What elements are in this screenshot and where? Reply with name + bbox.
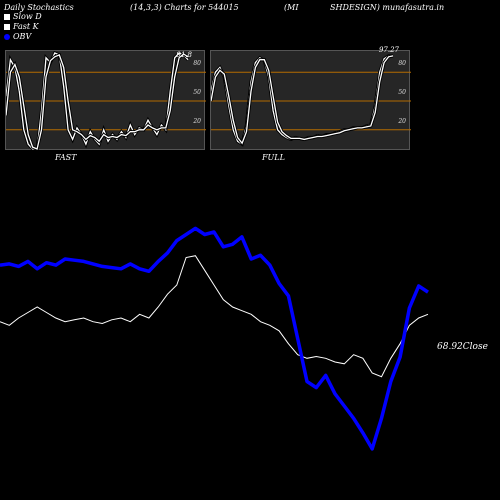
legend-swatch-slow-d bbox=[4, 14, 10, 20]
full-ytick-50: 50 bbox=[398, 89, 406, 96]
fast-stochastics-panel: 80 50 20 91.8 bbox=[5, 50, 206, 151]
full-panel-label: FULL bbox=[262, 153, 285, 162]
full-ytick-20: 20 bbox=[398, 118, 406, 125]
chart-header-name-b: SHDESIGN) munafasutra.in bbox=[330, 3, 445, 12]
fast-ytick-50: 50 bbox=[193, 89, 201, 96]
fast-series-1-line bbox=[6, 53, 189, 150]
fast-stochastics-plot bbox=[6, 51, 206, 151]
close-series-line bbox=[0, 255, 429, 378]
obv-series-line bbox=[0, 226, 429, 451]
legend-label-slow-d: Slow D bbox=[13, 12, 42, 21]
chart-header-params: (14,3,3) Charts for 544015 bbox=[130, 3, 239, 12]
legend-item-slow-d: Slow D bbox=[4, 12, 42, 21]
chart-header-title: Daily Stochastics bbox=[4, 3, 74, 12]
chart-header-name-a: (MI bbox=[284, 3, 299, 12]
full-series-1-line bbox=[211, 55, 394, 145]
legend-swatch-obv bbox=[4, 34, 10, 40]
full-ytick-80: 80 bbox=[398, 60, 406, 67]
full-stochastics-plot bbox=[211, 54, 411, 147]
full-stochastics-panel: 80 50 20 97.27 bbox=[210, 46, 411, 150]
fast-ytick-20: 20 bbox=[193, 118, 201, 125]
fast-last-value: 91.8 bbox=[176, 51, 192, 59]
fast-panel-label: FAST bbox=[55, 153, 77, 162]
legend-item-fast-k: Fast K bbox=[4, 22, 39, 31]
fast-ytick-80: 80 bbox=[193, 60, 201, 67]
legend-label-obv: OBV bbox=[13, 32, 32, 41]
legend-swatch-fast-k bbox=[4, 24, 10, 30]
close-last-value-label: 68.92Close bbox=[437, 342, 488, 352]
legend-item-obv: OBV bbox=[4, 32, 31, 41]
full-last-value: 97.27 bbox=[378, 46, 399, 54]
legend-label-fast-k: Fast K bbox=[13, 22, 39, 31]
